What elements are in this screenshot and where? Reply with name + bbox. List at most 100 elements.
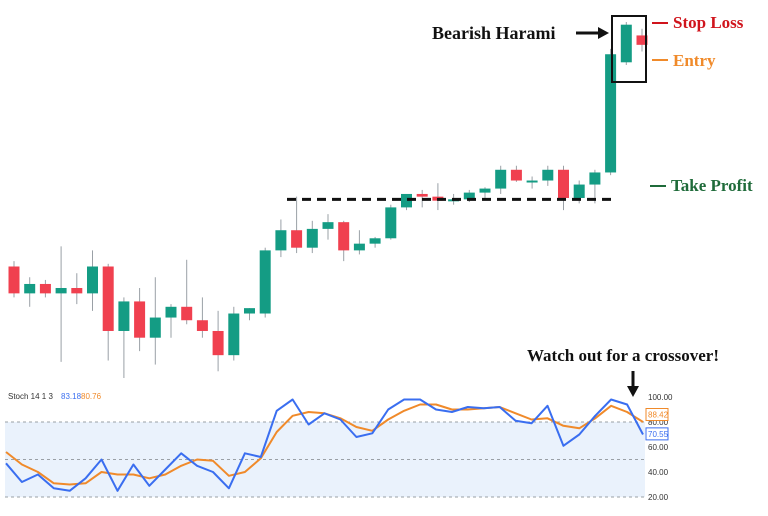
candle (196, 297, 208, 338)
stoch-tick-label: 60.00 (648, 443, 669, 452)
candle (244, 308, 255, 321)
candle (306, 220, 318, 254)
candle-body (8, 266, 20, 294)
candle-body (322, 222, 334, 229)
stoch-tick-label: 20.00 (648, 493, 669, 502)
candle (87, 250, 98, 311)
candle-body (71, 287, 83, 294)
stoch-k-line (5, 398, 644, 492)
candle (102, 263, 114, 361)
pattern-arrow-head (598, 27, 609, 39)
candle-body (196, 320, 208, 331)
candle (71, 273, 83, 305)
candle (118, 297, 130, 378)
stoch-tick-label: 80.00 (648, 418, 669, 427)
stoch-axis: 100.00 80.00 60.00 40.00 20.00 88.42 70.55 (645, 393, 673, 502)
crossover-arrow-head (627, 386, 639, 397)
candle-body (228, 313, 240, 356)
candle (605, 48, 617, 176)
candle-body (369, 238, 381, 244)
candle-body (463, 192, 475, 200)
candle (589, 169, 601, 204)
candle-body (181, 306, 193, 321)
stop-loss-label: Stop Loss (673, 13, 744, 32)
stoch-d-last-tag: 88.42 (648, 411, 669, 420)
stoch-grid (5, 421, 645, 498)
candle (322, 214, 334, 240)
candle (212, 310, 224, 372)
pattern-label: Bearish Harami (432, 23, 556, 43)
stoch-k-last-tag-box (645, 427, 669, 441)
candle (510, 165, 522, 182)
candle-body (353, 243, 365, 251)
harami-box (611, 15, 647, 83)
candle (275, 219, 287, 258)
entry-label: Entry (673, 51, 716, 70)
stoch-d-value: 80.76 (81, 392, 102, 401)
candle-body (416, 193, 428, 197)
candle (165, 304, 177, 338)
candle (369, 236, 381, 248)
candle (385, 204, 397, 240)
candle (479, 187, 491, 200)
candle (24, 277, 36, 307)
candle-body (134, 301, 146, 338)
candle-body (573, 184, 585, 198)
crossover-label: Watch out for a crossover! (527, 346, 719, 365)
candle-body (102, 266, 114, 331)
candle-body (542, 169, 554, 181)
candle-body (275, 230, 287, 251)
candle-body (526, 180, 538, 183)
candle-body (589, 172, 601, 185)
candle (636, 28, 648, 52)
candle-body (636, 35, 648, 45)
candle-body (165, 306, 177, 318)
candle-body (479, 188, 491, 193)
candle (228, 306, 240, 361)
take-profit-label: Take Profit (671, 176, 753, 195)
candle (55, 246, 67, 362)
candle (620, 22, 632, 65)
stoch-d-last-tag-box (645, 408, 669, 421)
candle-body (24, 283, 36, 294)
candle-body (118, 301, 130, 331)
candle-body (338, 222, 350, 251)
candle-body (558, 169, 569, 198)
candle (259, 247, 271, 318)
candle (526, 176, 538, 189)
candle (149, 277, 161, 365)
candle-body (510, 169, 522, 181)
candle (432, 183, 444, 211)
candle (181, 259, 193, 325)
candle-body (149, 317, 161, 338)
candle (558, 165, 569, 211)
candle-body (55, 287, 67, 294)
candles (8, 22, 648, 378)
candle-body (39, 283, 51, 294)
candle (401, 193, 412, 211)
candle (134, 287, 146, 352)
candle-body (244, 308, 255, 314)
stoch-k-value: 83.18 (61, 392, 82, 401)
candle (291, 196, 303, 254)
candle-body (212, 330, 224, 356)
candle-body (259, 250, 271, 314)
candle-body (306, 228, 318, 248)
candle (542, 165, 554, 186)
stoch-title: Stoch 14 1 3 (8, 392, 53, 401)
candle (8, 261, 20, 298)
candle-body (620, 24, 632, 63)
candle-body (605, 54, 617, 173)
candle (495, 165, 507, 194)
candle-body (385, 207, 397, 239)
candle-body (401, 193, 412, 208)
stoch-tick-label: 100.00 (648, 393, 673, 402)
candle-body (87, 266, 98, 294)
candle (39, 279, 51, 298)
candle (353, 230, 365, 255)
candle-body (291, 230, 303, 248)
stoch-lines (5, 398, 644, 492)
candle-body (495, 169, 507, 189)
stoch-k-last-tag: 70.55 (648, 430, 669, 439)
